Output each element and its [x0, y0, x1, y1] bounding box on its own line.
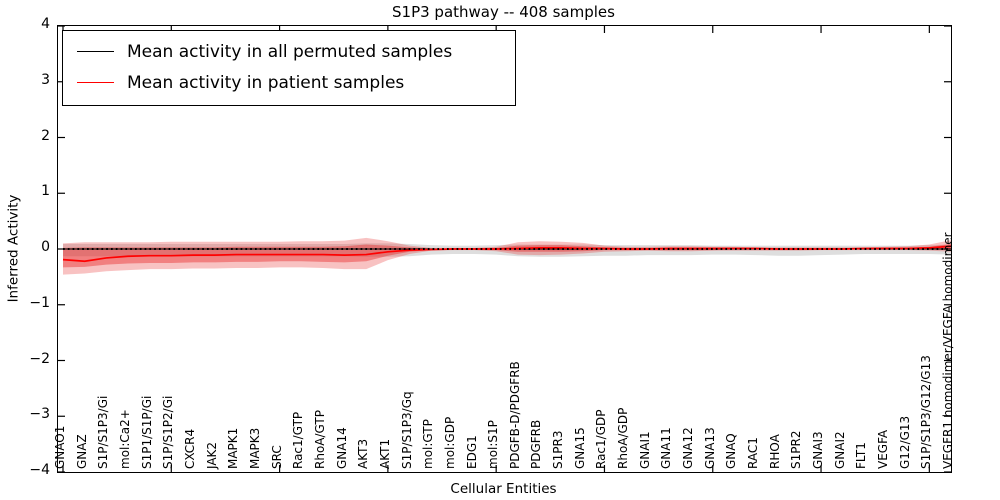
legend-item-patient: Mean activity in patient samples [63, 67, 515, 98]
x-category-label: SRC [269, 445, 284, 469]
x-category-label: RHOA [767, 434, 782, 469]
x-category-label: GNA15 [572, 427, 587, 469]
x-category-label: GNA13 [702, 427, 717, 469]
x-category-label: RhoA/GTP [312, 410, 327, 469]
x-category-label: JAK2 [204, 441, 219, 469]
series-lines [62, 245, 951, 263]
x-category-label: GNAI1 [637, 431, 652, 469]
y-tick-label: 3 [41, 71, 50, 88]
legend-label: Mean activity in all permuted samples [127, 41, 453, 62]
x-category-label: GNAZ [74, 434, 89, 469]
x-category-label: RhoA/GDP [616, 407, 631, 469]
plot-svg [58, 26, 951, 472]
chart-title: S1P3 pathway -- 408 samples [392, 3, 615, 21]
x-category-label: S1P/S1P2/Gi [161, 395, 176, 469]
legend-line-red [77, 82, 114, 83]
x-category-label: FLT1 [854, 442, 869, 469]
x-category-label: PDGFRB [529, 419, 544, 469]
legend-label: Mean activity in patient samples [127, 72, 405, 93]
x-category-label: S1PR3 [551, 430, 566, 469]
x-category-label: S1P/S1P3/Gi [96, 395, 111, 469]
x-category-label: GNAO1 [53, 425, 67, 469]
x-category-label: VEGFA [876, 429, 891, 469]
x-category-label: GNA11 [659, 427, 674, 469]
x-category-label: GNAI2 [832, 431, 847, 469]
shaded-bands [63, 237, 951, 275]
y-tick-label: −2 [29, 350, 50, 367]
x-category-label: GNA14 [334, 427, 349, 469]
axis-ticks [58, 26, 951, 472]
x-category-label: Rac1/GDP [594, 409, 609, 469]
x-category-label: RAC1 [746, 437, 761, 469]
y-tick-label: −4 [29, 462, 50, 478]
y-tick-label: 4 [41, 16, 50, 32]
y-tick-label: −1 [29, 294, 50, 311]
legend-item-permuted: Mean activity in all permuted samples [63, 36, 515, 67]
x-category-label: CXCR4 [182, 428, 197, 469]
x-category-label: G12/G13 [897, 415, 912, 469]
y-tick-label: 1 [41, 183, 50, 200]
y-tick-label: −3 [29, 406, 50, 423]
x-category-label: EDG1 [464, 435, 479, 469]
legend: Mean activity in all permuted samples Me… [62, 30, 516, 106]
x-category-label: MAPK3 [247, 427, 262, 469]
x-category-label: MAPK1 [226, 427, 241, 469]
y-axis-label: Inferred Activity [5, 194, 22, 303]
x-category-label: GNAQ [724, 433, 739, 469]
x-category-label: mol:Ca2+ [117, 409, 132, 469]
x-category-label: mol:GDP [442, 416, 457, 469]
y-tick-label: 2 [41, 127, 50, 144]
x-category-label: mol:S1P [486, 420, 501, 469]
legend-line-black [77, 51, 114, 52]
x-category-label: S1P/S1P3/G12/G13 [919, 355, 934, 469]
x-category-label: S1PR2 [789, 430, 804, 469]
x-category-label: AKT1 [377, 438, 392, 469]
x-category-label: Rac1/GTP [291, 411, 306, 469]
x-category-label: PDGFB-D/PDGFRB [507, 361, 522, 469]
x-category-label: VEGFR1 homodimer/VEGFA homodimer [941, 232, 955, 469]
permuted-samples-spread [63, 243, 951, 257]
x-category-label: GNAI3 [811, 431, 826, 469]
x-category-label: mol:GTP [421, 419, 436, 469]
x-category-label: AKT3 [356, 438, 371, 469]
y-tick-label: 0 [41, 239, 50, 255]
plot-area: GNAO1 GNAZ S1P/S1P3/Gi mol:Ca2+ S1P1/S1P/Gi S… [53, 25, 955, 473]
x-axis-label: Cellular Entities [450, 481, 557, 497]
x-category-label: S1P/S1P3/Gq [399, 391, 414, 469]
patient-samples-outer-spread [63, 237, 951, 275]
x-category-label: GNA12 [681, 427, 696, 469]
x-category-label: S1P1/S1P/Gi [139, 395, 154, 469]
